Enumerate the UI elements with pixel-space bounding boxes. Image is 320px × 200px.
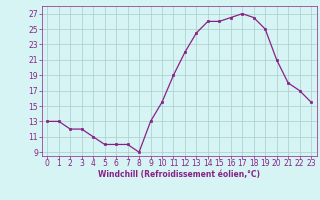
X-axis label: Windchill (Refroidissement éolien,°C): Windchill (Refroidissement éolien,°C) (98, 170, 260, 179)
